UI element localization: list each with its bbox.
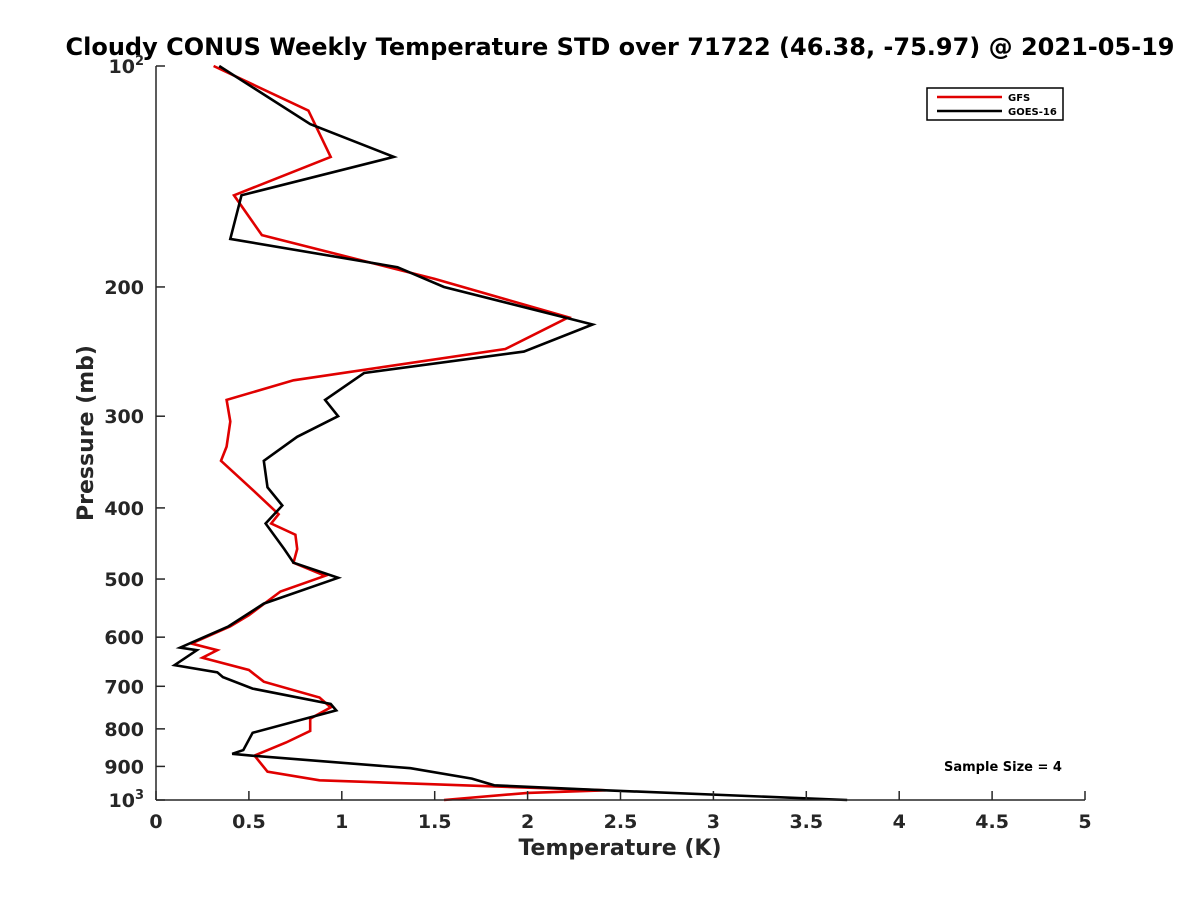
- x-tick-label: 2.5: [604, 811, 638, 833]
- y-tick-label: 900: [104, 756, 144, 778]
- y-tick-label: 700: [104, 676, 144, 698]
- y-tick-label: 200: [104, 277, 144, 299]
- x-tick-label: 3: [707, 811, 720, 833]
- x-tick-label: 4.5: [975, 811, 1009, 833]
- legend-label-goes16: GOES-16: [1008, 107, 1057, 118]
- x-tick-label: 4: [893, 811, 906, 833]
- series-line-gfs: [187, 64, 606, 802]
- y-tick-label: 400: [104, 498, 144, 520]
- legend-box: [926, 87, 1064, 121]
- legend-label-gfs: GFS: [1008, 93, 1030, 104]
- x-tick-label: 0: [149, 811, 162, 833]
- legend: GFS GOES-16: [926, 87, 1064, 121]
- x-tick-label: 0.5: [232, 811, 266, 833]
- series-line-goes16: [171, 64, 848, 802]
- x-tick-label: 1: [335, 811, 348, 833]
- chart-title: Cloudy CONUS Weekly Temperature STD over…: [66, 33, 1175, 61]
- sample-size-annotation: Sample Size = 4: [944, 760, 1062, 775]
- x-tick-label: 1.5: [418, 811, 452, 833]
- x-tick-label: 3.5: [789, 811, 823, 833]
- y-tick-label: 600: [104, 627, 144, 649]
- x-axis-label: Temperature (K): [518, 836, 721, 861]
- y-axis-label: Pressure (mb): [74, 345, 99, 521]
- plot-lines: [171, 64, 848, 802]
- x-tick-label: 5: [1078, 811, 1091, 833]
- x-tick-label: 2: [521, 811, 534, 833]
- y-tick-label: 500: [104, 569, 144, 591]
- y-tick-label: 300: [104, 406, 144, 428]
- x-axis-ticks: 0 0.5 1 1.5 2 2.5 3 3.5 4 4.5 5: [149, 791, 1092, 833]
- y-tick-label: 800: [104, 719, 144, 741]
